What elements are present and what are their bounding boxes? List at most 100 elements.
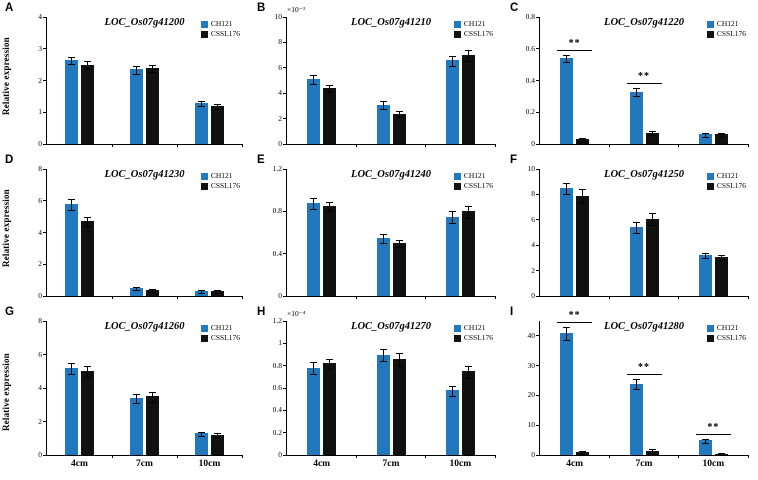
y-tick-mark <box>43 421 47 422</box>
x-tick-mark <box>425 455 427 458</box>
error-bar <box>717 254 725 261</box>
bar-ch121-7cm <box>376 104 390 144</box>
y-tick-label: 0 <box>278 139 282 148</box>
bar-cssl176-10cm <box>461 211 475 296</box>
y-tick-label: 0.4 <box>272 405 282 415</box>
x-tick-mark <box>678 455 680 458</box>
y-tick-label: 0 <box>38 139 42 148</box>
y-tick-mark <box>536 111 540 113</box>
bar-ch121-10cm <box>445 390 459 455</box>
panel-letter: B <box>257 2 266 14</box>
legend-swatch-ch121 <box>200 324 208 332</box>
legend: CH121 CSSL176 <box>453 323 493 343</box>
legend-label-ch121: CH121 <box>210 19 233 28</box>
bar-cssl176-7cm <box>645 132 659 144</box>
bar-cssl176-10cm <box>211 105 224 144</box>
legend-swatch-ch121 <box>200 172 208 180</box>
axis-multiplier: ×10⁻³ <box>287 5 305 14</box>
y-tick-label: 6 <box>278 62 282 72</box>
y-axis-label: Relative expression <box>1 353 11 431</box>
legend-item: CSSL176 <box>706 333 746 343</box>
legend-item: CSSL176 <box>706 181 746 191</box>
x-tick-mark <box>176 144 178 147</box>
x-tick-label: 10cm <box>702 459 725 469</box>
error-bar <box>579 137 587 143</box>
legend-swatch-ch121 <box>453 324 461 332</box>
bar-cssl176-7cm <box>392 243 406 296</box>
bar-ch121-4cm <box>560 188 574 296</box>
y-tick-label: 4 <box>531 240 535 250</box>
y-tick-mark <box>283 432 287 434</box>
bar-cssl176-4cm <box>323 206 337 296</box>
panel-letter: G <box>5 306 14 318</box>
x-tick-label: 4cm <box>71 459 88 469</box>
chart-panel-f: F LOC_Os07g41250 CH121 CSSL176 0 2 4 6 8 10 <box>505 152 758 304</box>
error-bar <box>149 392 156 403</box>
legend-swatch-ch121 <box>706 20 714 28</box>
legend-label-cssl176: CSSL176 <box>716 29 746 38</box>
y-tick-mark <box>283 118 287 120</box>
legend-item: CSSL176 <box>453 181 493 191</box>
chart-panel-b: B LOC_Os07g41210 ×10⁻³ CH121 CSSL176 0 2 4… <box>252 0 505 152</box>
bar-cssl176-10cm <box>714 134 728 144</box>
x-tick-mark <box>176 455 178 458</box>
significance-stars: ** <box>707 421 720 433</box>
legend-label-ch121: CH121 <box>463 19 486 28</box>
chart-panel-a: A Relative expression LOC_Os07g41200 CH1… <box>0 0 252 152</box>
y-tick-mark <box>536 365 540 367</box>
error-bar <box>84 217 91 228</box>
legend-swatch-cssl176 <box>706 334 714 342</box>
y-tick-mark <box>283 168 287 170</box>
error-bar <box>310 362 318 376</box>
plot-area: LOC_Os07g41220 CH121 CSSL176 0 0.2 0.4 0.6 0… <box>526 12 749 148</box>
y-tick-label: 0 <box>531 450 535 459</box>
legend-swatch-cssl176 <box>200 182 208 190</box>
y-tick-label: 0.4 <box>272 248 282 258</box>
legend-swatch-cssl176 <box>453 334 461 342</box>
x-tick-mark <box>608 144 610 147</box>
error-bar <box>133 286 140 292</box>
legend: CH121 CSSL176 <box>706 323 746 343</box>
legend-swatch-ch121 <box>706 324 714 332</box>
x-tick-mark <box>494 144 496 147</box>
y-tick-label: 0.6 <box>525 43 535 53</box>
gene-title: LOC_Os07g41230 <box>104 169 185 180</box>
bar-ch121-4cm <box>65 59 78 144</box>
legend-swatch-ch121 <box>706 172 714 180</box>
y-tick-label: 0 <box>531 139 535 148</box>
legend-item: CH121 <box>453 171 493 181</box>
y-tick-label: 0.6 <box>272 383 282 392</box>
error-bar <box>214 290 221 295</box>
plot-area: LOC_Os07g41230 CH121 CSSL176 0 2 4 6 8 <box>38 164 243 300</box>
y-tick-mark <box>43 48 47 50</box>
y-tick-label: 1 <box>278 338 282 348</box>
y-tick-mark <box>43 80 47 81</box>
y-tick-mark <box>536 219 540 221</box>
y-tick-mark <box>283 387 287 389</box>
y-tick-mark <box>43 111 47 113</box>
y-tick-mark <box>536 394 540 396</box>
plot-area: LOC_Os07g41240 CH121 CSSL176 0 0.4 0.8 1.2 <box>273 164 496 300</box>
x-tick-label: 10cm <box>449 459 472 469</box>
y-tick-mark <box>283 67 287 69</box>
bar-cssl176-4cm <box>81 64 94 144</box>
legend-label-ch121: CH121 <box>716 171 739 180</box>
y-tick-label: 6 <box>531 214 535 224</box>
plot-area: LOC_Os07g41200 CH121 CSSL176 0 1 2 3 4 <box>38 12 243 148</box>
legend-item: CSSL176 <box>706 29 746 39</box>
error-bar <box>632 379 640 390</box>
gene-title: LOC_Os07g41250 <box>604 169 684 180</box>
x-tick-mark <box>176 296 178 299</box>
error-bar <box>395 110 403 119</box>
bar-cssl176-4cm <box>81 371 94 455</box>
y-tick-label: 10 <box>274 12 283 21</box>
legend-item: CSSL176 <box>453 29 493 39</box>
x-tick-mark <box>355 455 357 458</box>
legend-swatch-ch121 <box>200 20 208 28</box>
legend-label-ch121: CH121 <box>463 323 486 332</box>
x-tick-label: 10cm <box>198 459 221 469</box>
x-tick-mark <box>241 144 243 147</box>
y-tick-label: 10 <box>527 420 536 430</box>
legend-swatch-ch121 <box>453 20 461 28</box>
error-bar <box>133 65 140 76</box>
